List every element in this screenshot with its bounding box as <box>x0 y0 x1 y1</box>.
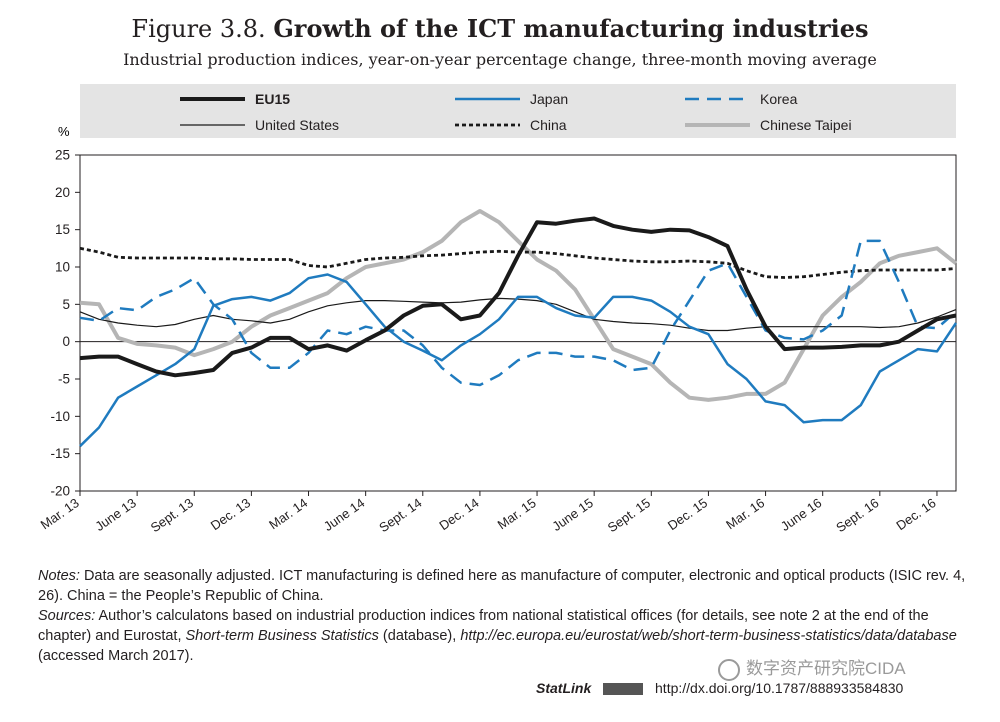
x-tick-label: Sept. 16 <box>833 495 881 535</box>
y-axis: 25 20 15 10 5 0 -5 -10 -15 -20 <box>50 148 80 499</box>
sources-url-link[interactable]: http://ec.europa.eu/eurostat/web/short-t… <box>460 628 957 644</box>
notes-text: Data are seasonally adjusted. ICT manufa… <box>38 568 966 604</box>
y-tick-label: 15 <box>55 222 70 237</box>
x-tick-label: June 15 <box>549 495 596 534</box>
sources-text-1: Author’s calculatons based on industrial… <box>38 608 929 644</box>
figure-subtitle: Industrial production indices, year-on-y… <box>123 50 877 69</box>
y-tick-label: 25 <box>55 148 70 163</box>
y-tick-label: -20 <box>50 484 70 499</box>
y-tick-label: -5 <box>58 372 70 387</box>
sources-text-3: (accessed March 2017). <box>38 648 194 664</box>
figure-number: Figure 3.8. <box>131 15 266 43</box>
sources-text-2: (database), <box>378 628 461 644</box>
y-tick-label: 0 <box>62 334 70 349</box>
sources-paragraph: Sources: Author’s calculatons based on i… <box>38 606 978 666</box>
x-tick-label: Sept. 15 <box>605 495 653 535</box>
legend-label: Japan <box>530 91 568 107</box>
legend-label: Korea <box>760 91 798 107</box>
legend-label: EU15 <box>255 91 290 107</box>
sources-database: Short-term Business Statistics <box>185 628 379 644</box>
watermark: 数字资产研究院CIDA <box>718 654 906 681</box>
series-line-united-states <box>79 297 957 332</box>
notes-label: Notes: <box>38 568 80 584</box>
wechat-icon <box>718 658 740 681</box>
y-tick-label: 5 <box>62 297 70 312</box>
y-axis-label: % <box>58 124 70 139</box>
figure-main-title: Growth of the ICT manufacturing industri… <box>273 14 869 43</box>
notes-paragraph: Notes: Data are seasonally adjusted. ICT… <box>38 566 978 606</box>
x-tick-label: Dec. 16 <box>893 495 938 533</box>
x-tick-label: Dec. 15 <box>665 495 710 533</box>
x-tick-label: June 16 <box>778 495 825 534</box>
y-tick-label: 10 <box>55 260 70 275</box>
x-tick-label: Dec. 14 <box>436 495 481 533</box>
legend: EU15 United States Japan China Korea Chinese … <box>180 91 852 133</box>
series-group <box>79 209 958 448</box>
series-line-japan <box>79 273 958 448</box>
y-tick-label: -10 <box>50 409 70 424</box>
statlink-doi-link[interactable]: http://dx.doi.org/10.1787/888933584830 <box>655 680 904 696</box>
y-tick-label: 20 <box>55 185 70 200</box>
notes: Notes: Data are seasonally adjusted. ICT… <box>38 566 978 666</box>
plot-area <box>79 154 957 492</box>
x-axis: Mar. 13 June 13 Sept. 13 Dec. 13 Mar. 14 June… <box>38 491 939 535</box>
legend-label: United States <box>255 117 339 133</box>
x-tick-label: Sept. 13 <box>148 495 196 535</box>
series-line-korea <box>79 239 957 387</box>
y-tick-label: -15 <box>50 446 70 461</box>
legend-box <box>80 84 956 138</box>
x-tick-label: Mar. 13 <box>38 495 82 532</box>
chart: EU15 United States Japan China Korea Chinese … <box>38 84 958 535</box>
sources-label: Sources: <box>38 608 96 624</box>
x-tick-label: Dec. 13 <box>208 495 253 533</box>
x-tick-label: June 14 <box>321 495 368 534</box>
series-line-eu15 <box>79 216 957 378</box>
watermark-text: 数字资产研究院CIDA <box>746 659 906 678</box>
statlink-logo-icon <box>603 683 644 696</box>
x-tick-label: Mar. 14 <box>266 495 310 532</box>
legend-label: China <box>530 117 567 133</box>
statlink-label: StatLink <box>536 680 592 696</box>
x-tick-label: Sept. 14 <box>376 495 424 535</box>
x-tick-label: June 13 <box>92 495 139 534</box>
statlink: StatLink http://dx.doi.org/10.1787/88893… <box>536 680 903 696</box>
x-tick-label: Mar. 15 <box>495 495 539 532</box>
legend-label: Chinese Taipei <box>760 117 852 133</box>
x-tick-label: Mar. 16 <box>723 495 767 532</box>
figure-title: Figure 3.8. Growth of the ICT manufactur… <box>0 14 1000 43</box>
series-line-chinese-taipei <box>79 209 958 402</box>
